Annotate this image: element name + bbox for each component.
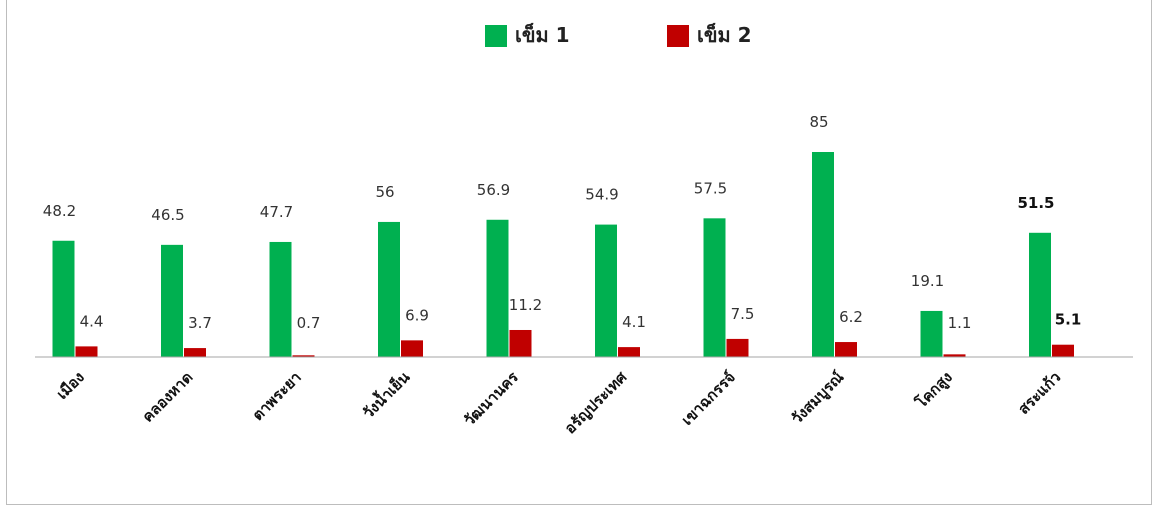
data-label-series1-10: 51.5	[1017, 194, 1054, 212]
bar-series2-3	[292, 355, 315, 357]
bar-series1-2	[161, 244, 183, 357]
data-label-series1-9: 19.1	[911, 272, 944, 290]
data-label-series1-8: 85	[809, 113, 828, 131]
category-label-9: โคกสูง	[911, 367, 957, 413]
bar-series2-2	[184, 348, 206, 357]
data-label-series1-6: 54.9	[585, 186, 618, 204]
data-labels: 48.2 4.4 46.5 3.7 47.7 0.7 56 6.9 56.9 11.2 54.9 4.…	[43, 113, 1081, 332]
legend-swatch-1	[485, 25, 507, 47]
bar-series2-8	[835, 342, 857, 357]
category-label-2: คลองหาด	[139, 368, 197, 426]
data-label-series1-2: 46.5	[151, 206, 184, 224]
category-labels: เมือง คลองหาด ตาพระยา วังน้ำเย็น วัฒนานคร อรั…	[53, 365, 1064, 437]
data-label-series2-7: 7.5	[731, 305, 755, 323]
bar-series1-8	[812, 152, 834, 357]
data-label-series1-7: 57.5	[694, 179, 727, 197]
bar-series1-9	[920, 310, 943, 357]
bar-series1-5	[486, 219, 509, 357]
bar-series2-4	[401, 340, 423, 357]
bar-series1-3	[269, 241, 292, 357]
data-label-series1-5: 56.9	[477, 181, 510, 199]
category-label-5: วัฒนานคร	[460, 367, 522, 429]
category-label-6: อรัญประเทศ	[561, 368, 631, 438]
bar-series2-10	[1052, 344, 1074, 357]
category-label-10: สระแก้ว	[1015, 368, 1065, 418]
bar-chart: เข็ม 1 เข็ม 2 48.2 4.4 46.5 3.7 47.7 0.7 56 6.9 5…	[35, 22, 1133, 437]
bar-series1-4	[378, 221, 400, 357]
legend: เข็ม 1 เข็ม 2	[485, 22, 752, 47]
data-label-series2-1: 4.4	[80, 312, 104, 330]
data-label-series1-3: 47.7	[260, 203, 293, 221]
chart-frame: เข็ม 1 เข็ม 2 48.2 4.4 46.5 3.7 47.7 0.7 56 6.9 5…	[6, 0, 1152, 505]
data-label-series2-9: 1.1	[948, 314, 972, 332]
data-label-series1-1: 48.2	[43, 202, 76, 220]
data-label-series1-4: 56	[375, 183, 394, 201]
bar-series1-7	[703, 218, 726, 357]
legend-label-2: เข็ม 2	[697, 22, 752, 47]
bar-series1-10	[1029, 232, 1051, 357]
legend-swatch-2	[667, 25, 689, 47]
data-label-series2-6: 4.1	[622, 313, 646, 331]
data-label-series2-8: 6.2	[839, 308, 863, 326]
data-label-series2-3: 0.7	[297, 314, 321, 332]
bar-series2-6	[618, 347, 640, 357]
category-label-1: เมือง	[53, 368, 88, 403]
bar-series2-5	[509, 329, 532, 357]
bar-series2-1	[75, 346, 98, 357]
bar-series2-9	[943, 354, 966, 357]
category-label-3: ตาพระยา	[249, 368, 305, 424]
category-label-8: วังสมบูรณ์	[788, 368, 848, 428]
category-label-4: วังน้ำเย็น	[357, 365, 414, 422]
bar-series1-1	[52, 240, 75, 357]
data-label-series2-2: 3.7	[188, 314, 212, 332]
bars	[52, 152, 1074, 357]
bar-series2-7	[726, 338, 749, 357]
data-label-series2-10: 5.1	[1055, 311, 1082, 329]
bar-series1-6	[595, 224, 617, 357]
category-label-7: เขาฉกรรจ์	[678, 368, 739, 429]
legend-label-1: เข็ม 1	[515, 22, 570, 47]
data-label-series2-4: 6.9	[405, 306, 429, 324]
data-label-series2-5: 11.2	[509, 296, 542, 314]
